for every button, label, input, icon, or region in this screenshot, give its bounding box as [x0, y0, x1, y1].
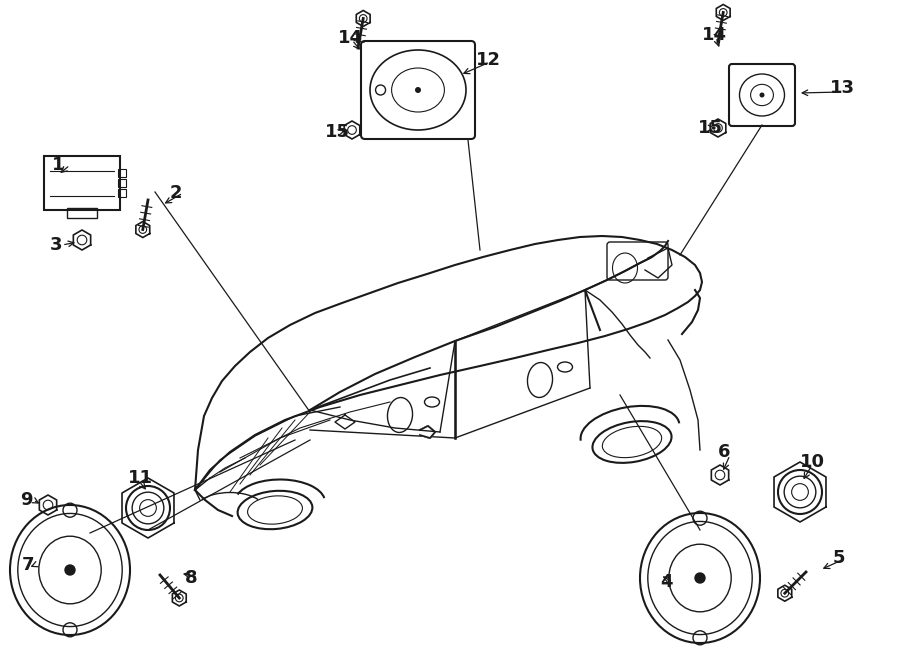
Text: 7: 7: [22, 556, 34, 574]
Text: 14: 14: [338, 29, 363, 47]
Text: 11: 11: [128, 469, 153, 487]
Text: 8: 8: [185, 569, 198, 587]
Circle shape: [65, 565, 75, 575]
Polygon shape: [420, 426, 435, 438]
Text: 1: 1: [52, 156, 65, 174]
Text: 15: 15: [698, 119, 723, 137]
Circle shape: [695, 573, 705, 583]
Text: 9: 9: [20, 491, 32, 509]
Text: 14: 14: [702, 26, 727, 44]
Circle shape: [415, 87, 421, 93]
Text: 15: 15: [325, 123, 350, 141]
Text: 3: 3: [50, 236, 62, 254]
Circle shape: [760, 93, 764, 98]
Text: 13: 13: [830, 79, 855, 97]
Text: 10: 10: [800, 453, 825, 471]
Text: 12: 12: [476, 51, 501, 69]
Text: 5: 5: [833, 549, 845, 567]
Text: 4: 4: [660, 573, 672, 591]
Text: 6: 6: [718, 443, 731, 461]
Text: 2: 2: [170, 184, 183, 202]
